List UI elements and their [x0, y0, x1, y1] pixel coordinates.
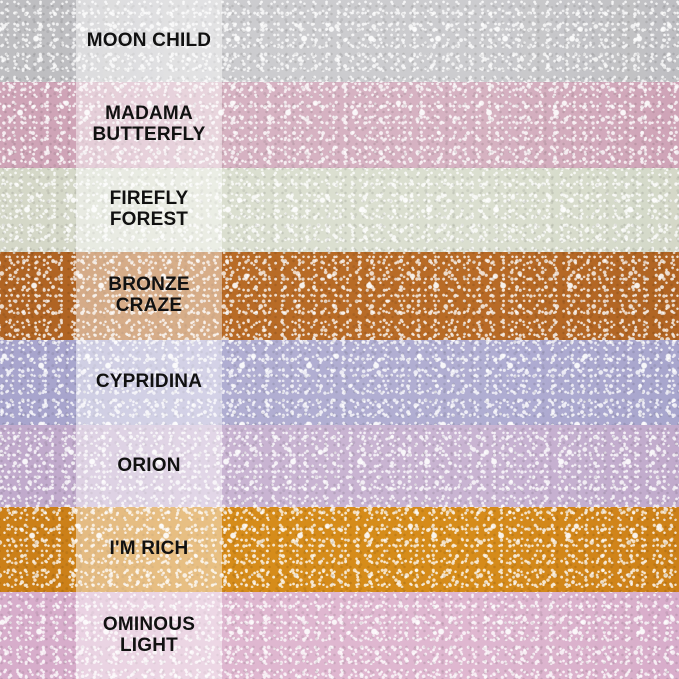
shade-label-panel: [76, 252, 222, 340]
shade-name-label: I'M RICH: [109, 538, 189, 560]
shade-label-panel: [76, 592, 222, 679]
shade-label-panel: [76, 425, 222, 507]
shade-row: MADAMA BUTTERFLY: [0, 82, 679, 168]
shade-row: MOON CHILD: [0, 0, 679, 82]
shade-name-label: BRONZE CRAZE: [108, 274, 190, 316]
shade-row: OMINOUS LIGHT: [0, 592, 679, 679]
shade-label-panel: [76, 0, 222, 82]
shade-label-panel: [76, 82, 222, 168]
shade-name-label: MADAMA BUTTERFLY: [92, 103, 206, 145]
shade-name-label: ORION: [117, 454, 181, 476]
shade-row: FIREFLY FOREST: [0, 168, 679, 252]
shade-name-label: OMINOUS LIGHT: [102, 613, 196, 656]
shade-label-panel: [76, 340, 222, 425]
shade-name-label: CYPRIDINA: [95, 371, 203, 393]
shade-row: I'M RICH: [0, 507, 679, 592]
shade-label-panel: [76, 168, 222, 252]
shade-row: BRONZE CRAZE: [0, 252, 679, 340]
shade-label-panel: [76, 507, 222, 592]
shade-name-label: FIREFLY FOREST: [109, 188, 189, 230]
shade-row: ORION: [0, 425, 679, 507]
shade-name-label: MOON CHILD: [86, 29, 212, 51]
shade-row: CYPRIDINA: [0, 340, 679, 425]
